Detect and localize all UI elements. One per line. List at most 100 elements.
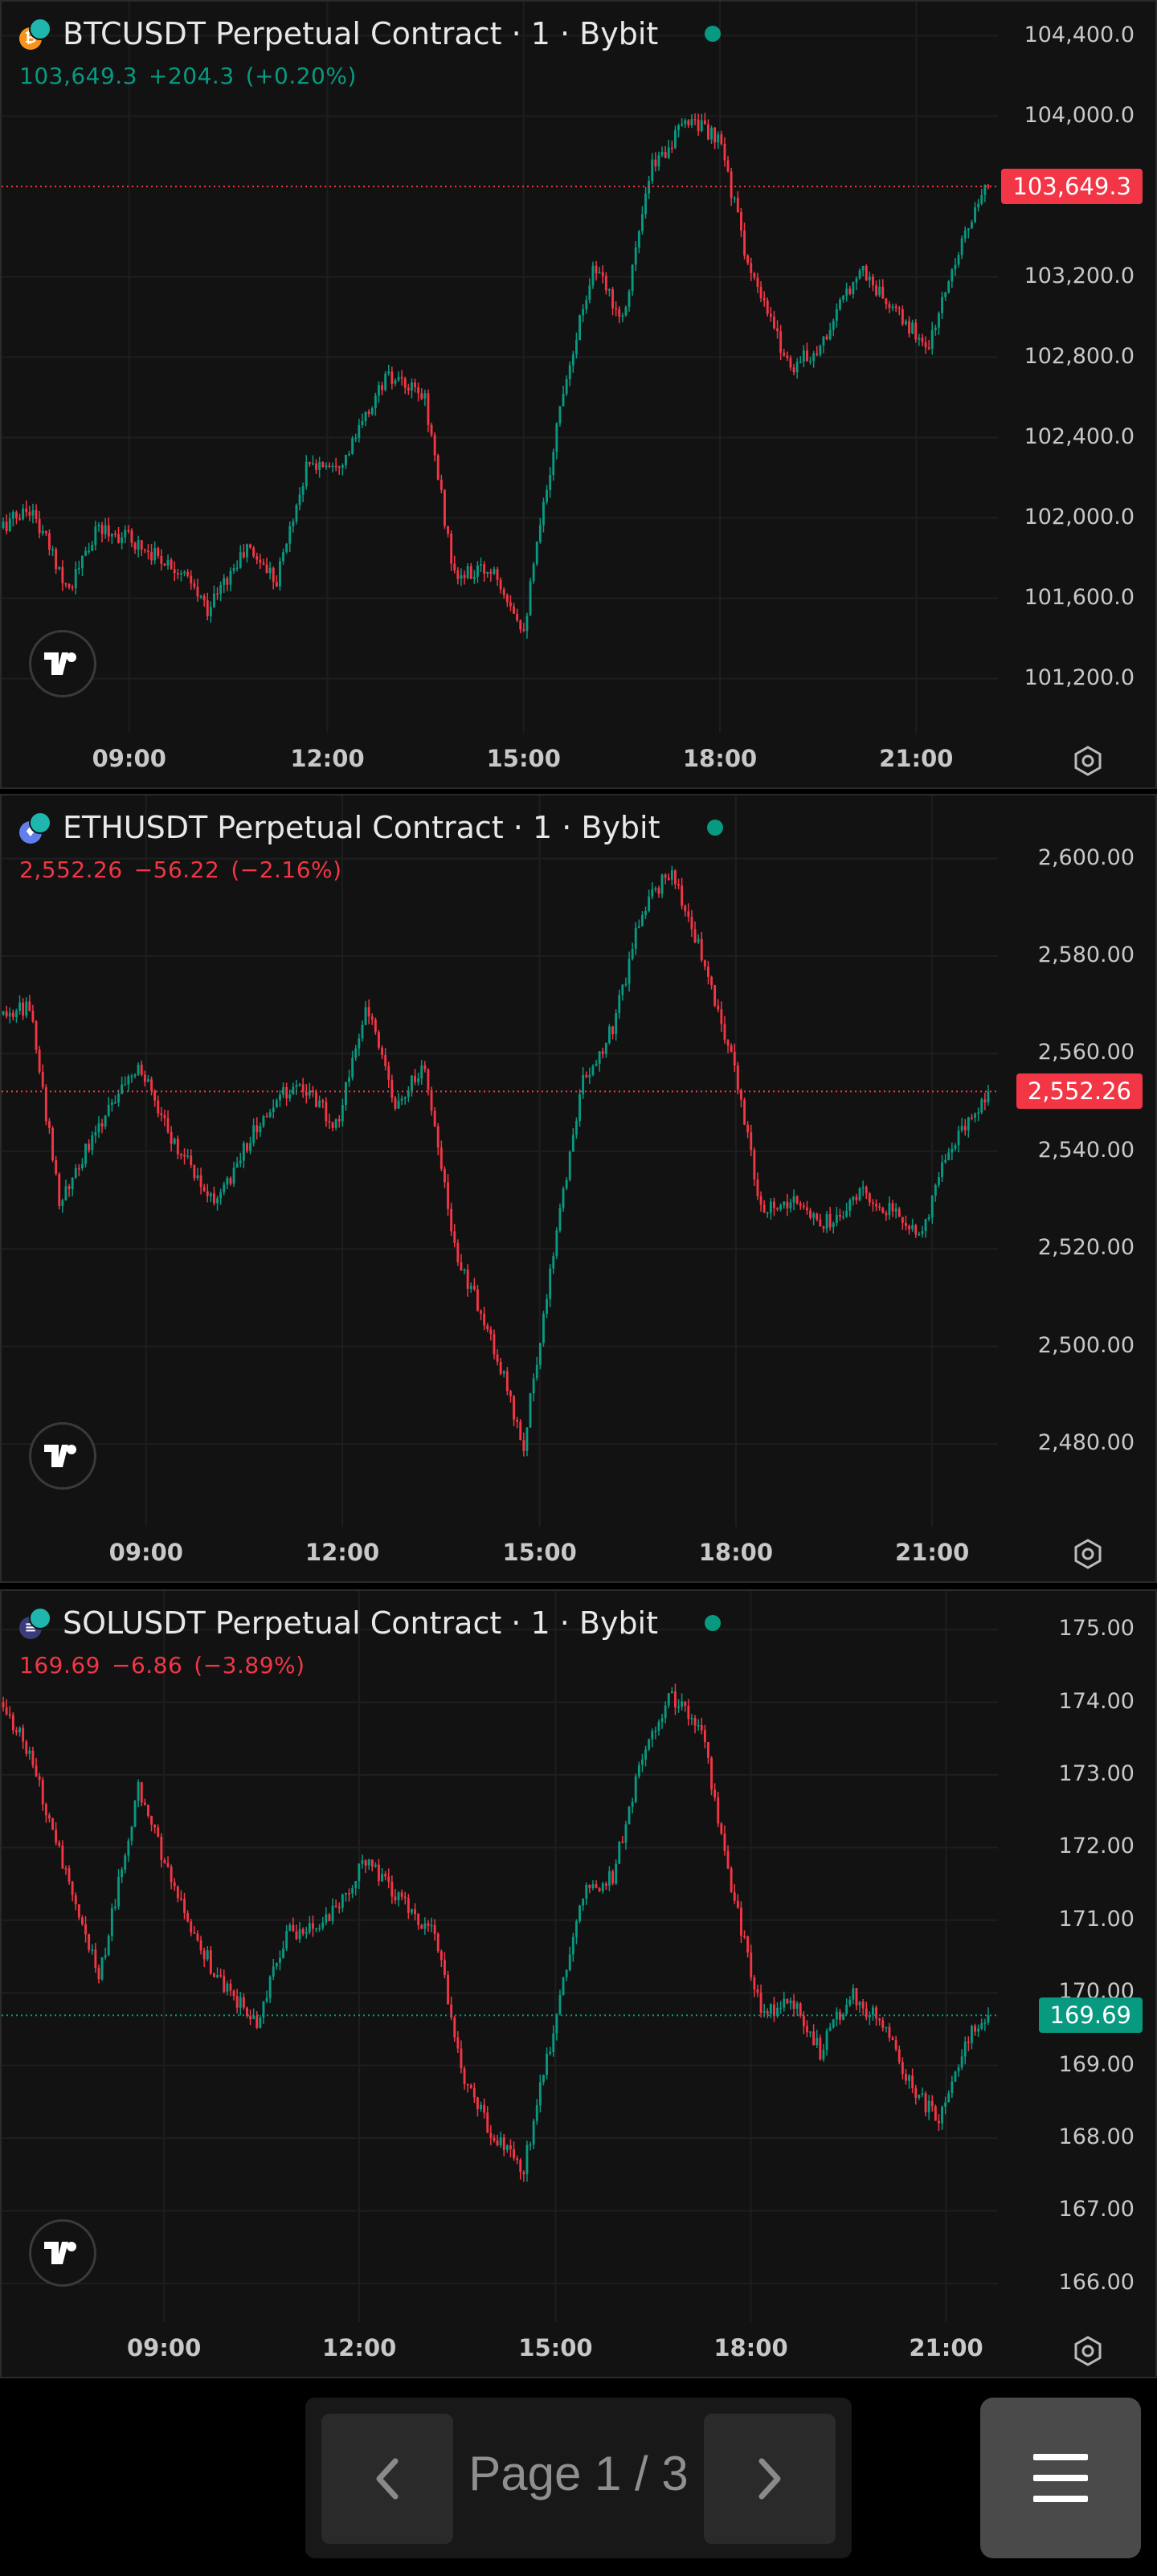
- previous-page-button[interactable]: [321, 2414, 453, 2544]
- chart-panel-eth[interactable]: ♦ ETHUSDT Perpetual Contract · 1 · Bybit…: [0, 794, 1157, 1583]
- candle: [292, 1082, 295, 1095]
- candle: [183, 1148, 186, 1165]
- candle: [878, 2018, 881, 2026]
- candle: [450, 1996, 453, 2021]
- candle: [121, 532, 124, 550]
- last-price: 103,649.3: [19, 63, 138, 89]
- candle: [259, 2014, 262, 2029]
- candle: [713, 126, 717, 149]
- candle: [733, 196, 736, 203]
- candle: [38, 1773, 41, 1787]
- candle: [687, 1699, 690, 1726]
- candle: [858, 1187, 861, 1202]
- candle: [568, 1150, 571, 1182]
- candle: [351, 435, 354, 456]
- candle: [891, 2035, 894, 2041]
- candle: [664, 1701, 667, 1724]
- candle: [173, 1137, 176, 1145]
- candle: [585, 1882, 588, 1906]
- candle: [960, 1118, 963, 1133]
- candlestick-chart[interactable]: [2, 2, 1155, 787]
- chart-settings-icon[interactable]: [1072, 1538, 1104, 1570]
- candle: [334, 1118, 337, 1131]
- y-axis-tick-label: 102,000.0: [1024, 504, 1135, 530]
- candle: [150, 544, 153, 565]
- candle: [769, 2003, 772, 2018]
- candle: [133, 1799, 137, 1828]
- candle: [104, 1114, 107, 1130]
- candle: [229, 1979, 232, 1997]
- next-page-button[interactable]: [704, 2414, 836, 2544]
- candle: [828, 2022, 832, 2032]
- candle: [486, 571, 489, 579]
- candle: [971, 1114, 973, 1121]
- candle: [420, 1924, 423, 1929]
- candle: [121, 1867, 124, 1883]
- tradingview-logo-icon[interactable]: [29, 630, 96, 697]
- candle: [11, 509, 14, 527]
- candle: [387, 1061, 390, 1088]
- candle: [196, 579, 199, 602]
- candle: [707, 961, 709, 985]
- tradingview-logo-icon[interactable]: [29, 2219, 96, 2287]
- candle: [944, 1153, 947, 1164]
- candle: [766, 2008, 769, 2018]
- candle: [677, 1699, 680, 1713]
- candle: [644, 1745, 647, 1767]
- candle: [272, 1958, 275, 1981]
- candle: [88, 1933, 91, 1953]
- chart-settings-icon[interactable]: [1072, 2335, 1104, 2367]
- candle: [855, 1193, 858, 1204]
- symbol-title: SOLUSDT Perpetual Contract · 1 · Bybit: [63, 1605, 659, 1641]
- candle: [927, 2095, 930, 2120]
- candle: [411, 1074, 413, 1097]
- candle: [667, 1692, 670, 1709]
- candle: [298, 487, 301, 511]
- candle: [325, 1907, 328, 1926]
- candle: [374, 392, 377, 416]
- candle: [513, 603, 515, 614]
- candle: [756, 272, 759, 293]
- candle: [604, 1042, 607, 1058]
- candle: [783, 1991, 786, 2012]
- candle: [176, 1885, 179, 1903]
- candlestick-chart[interactable]: [2, 795, 1155, 1581]
- candle: [229, 567, 232, 592]
- y-axis-tick-label: 167.00: [1058, 2197, 1135, 2222]
- candlestick-chart[interactable]: [2, 1591, 1155, 2377]
- chart-panel-btc[interactable]: ₿ BTCUSDT Perpetual Contract · 1 · Bybit…: [0, 0, 1157, 789]
- candle: [370, 1859, 374, 1872]
- candle: [22, 1724, 25, 1749]
- candle: [199, 595, 202, 599]
- candle: [546, 1294, 548, 1319]
- candle: [918, 1232, 921, 1237]
- candle: [361, 1854, 364, 1869]
- chart-panel-sol[interactable]: ≡ SOLUSDT Perpetual Contract · 1 · Bybit…: [0, 1589, 1157, 2378]
- candle: [71, 1880, 74, 1902]
- symbol-legend: ♦ ETHUSDT Perpetual Contract · 1 · Bybit…: [19, 810, 723, 883]
- candle: [239, 1992, 242, 2016]
- y-axis-tick-label: 102,800.0: [1024, 343, 1135, 369]
- tradingview-logo-icon[interactable]: [29, 1422, 96, 1490]
- candle: [558, 406, 562, 427]
- candle: [163, 1109, 166, 1126]
- candle: [252, 2008, 256, 2020]
- candle: [578, 1089, 581, 1127]
- chart-settings-icon[interactable]: [1072, 745, 1104, 777]
- candle: [832, 318, 835, 337]
- candle: [279, 1090, 281, 1107]
- candle: [358, 1033, 361, 1057]
- candle: [64, 1180, 67, 1201]
- candle: [865, 264, 868, 281]
- chevron-right-icon: [758, 2458, 781, 2500]
- candle: [51, 546, 54, 557]
- candle: [219, 1969, 223, 1978]
- candle: [839, 297, 841, 311]
- candle: [259, 1122, 262, 1137]
- menu-button[interactable]: [980, 2398, 1141, 2558]
- candle: [918, 333, 921, 346]
- candle: [938, 2114, 940, 2132]
- candle: [941, 292, 943, 320]
- candle: [773, 1197, 775, 1216]
- candle: [31, 503, 35, 524]
